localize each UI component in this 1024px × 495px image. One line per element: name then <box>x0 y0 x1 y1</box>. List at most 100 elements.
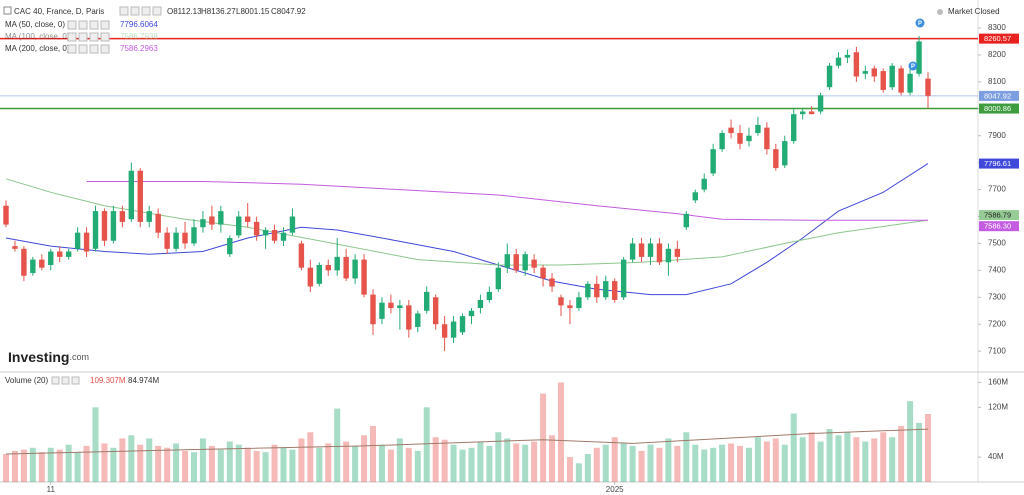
marks: 8300820081008000790078007700760075007400… <box>0 23 1019 494</box>
candle-body <box>3 205 9 225</box>
volume-bar <box>423 407 430 482</box>
candle-body <box>424 291 430 311</box>
volume-bar <box>56 449 63 482</box>
icon <box>100 20 110 30</box>
icon <box>89 20 99 30</box>
volume-bar <box>459 449 466 482</box>
candle-body <box>808 111 815 115</box>
candle-body <box>558 297 564 306</box>
volume-bar <box>674 445 681 482</box>
candle-body <box>531 259 537 268</box>
candle-body <box>889 65 895 88</box>
brand: Investing.com <box>8 349 89 365</box>
candle-body <box>728 127 734 134</box>
icon <box>100 44 110 54</box>
candle-body <box>39 259 45 268</box>
volume-bar <box>522 444 529 482</box>
level-label: 8000.86 <box>984 104 1011 113</box>
candle-body <box>164 232 170 249</box>
candle-body <box>898 68 904 93</box>
volume-bar <box>647 444 654 482</box>
volume-bar <box>701 449 708 482</box>
candle-body <box>486 291 493 300</box>
volume-bar <box>566 457 573 482</box>
volume-bar <box>352 445 359 482</box>
candle-body <box>477 299 484 309</box>
candle-body <box>83 232 90 252</box>
volume-bar <box>925 414 931 482</box>
ohlc-open: O8112.13 <box>167 7 202 16</box>
event-marker[interactable] <box>915 18 925 28</box>
volume-bar <box>665 438 672 482</box>
volume-bar <box>808 432 815 482</box>
volume-bar <box>20 449 27 482</box>
candle-body <box>200 219 206 228</box>
candle-body <box>155 213 161 233</box>
ma-axis-label: 7586.30 <box>984 222 1011 231</box>
brand-suffix: .com <box>69 352 89 362</box>
candle-body <box>522 254 528 271</box>
volume-bar <box>593 447 600 482</box>
candle-body <box>343 256 349 279</box>
volume-bar <box>557 382 564 482</box>
volume-bar <box>173 443 180 482</box>
volume-bar <box>137 444 144 482</box>
candle-body <box>719 133 725 150</box>
volume-bar <box>638 450 645 482</box>
candle-body <box>74 232 81 249</box>
volume-bar <box>361 435 368 482</box>
volume-bar <box>128 435 135 482</box>
volume-bar <box>575 463 582 482</box>
volume-bar <box>611 437 618 482</box>
candle-body <box>289 216 296 233</box>
icon <box>100 32 110 42</box>
volume-bar <box>38 452 45 482</box>
candle-body <box>137 170 143 222</box>
level-box <box>979 33 1019 44</box>
volume-bar <box>584 454 591 482</box>
ma-legend-value: 7796.6064 <box>120 20 158 29</box>
volume-bar <box>656 447 663 482</box>
volume-bar <box>146 438 153 482</box>
candle-body <box>495 267 502 290</box>
level-label: 8047.92 <box>984 91 1011 100</box>
candle-body <box>504 254 510 268</box>
candle-body <box>325 264 331 271</box>
candle-body <box>227 238 233 255</box>
volume-bar <box>835 435 842 482</box>
volume-bar <box>370 426 377 482</box>
candle-body <box>352 259 358 279</box>
icon <box>89 32 99 42</box>
candle-body <box>209 216 215 225</box>
candle-body <box>262 229 269 236</box>
volume-bar <box>414 450 421 482</box>
ohlc-low: L8001.15 <box>236 7 270 16</box>
volume-bar <box>208 445 215 482</box>
event-marker[interactable] <box>908 61 918 71</box>
candle-body <box>441 324 448 338</box>
candle-body <box>611 281 618 300</box>
ma-axis-box <box>979 221 1019 232</box>
volume-bar <box>486 445 493 482</box>
ma-axis-box <box>979 210 1019 221</box>
volume-bar <box>396 438 403 482</box>
volume-bar <box>880 432 887 482</box>
candle-body <box>576 297 582 309</box>
candle-body <box>21 248 27 276</box>
volume-bar <box>378 444 385 482</box>
volume-bar <box>155 445 162 482</box>
volume-bar <box>280 447 287 482</box>
x-tick-label: 2025 <box>606 485 624 494</box>
candle-body <box>782 141 788 166</box>
ma-line <box>5 178 929 266</box>
volume-bar <box>262 452 269 482</box>
candle-body <box>540 267 546 279</box>
candle-body <box>30 259 36 274</box>
candle-body <box>119 211 126 222</box>
volume-bar <box>692 444 699 482</box>
candle-body <box>191 227 197 244</box>
candle-body <box>48 251 54 265</box>
level-label: 8260.57 <box>984 34 1011 43</box>
